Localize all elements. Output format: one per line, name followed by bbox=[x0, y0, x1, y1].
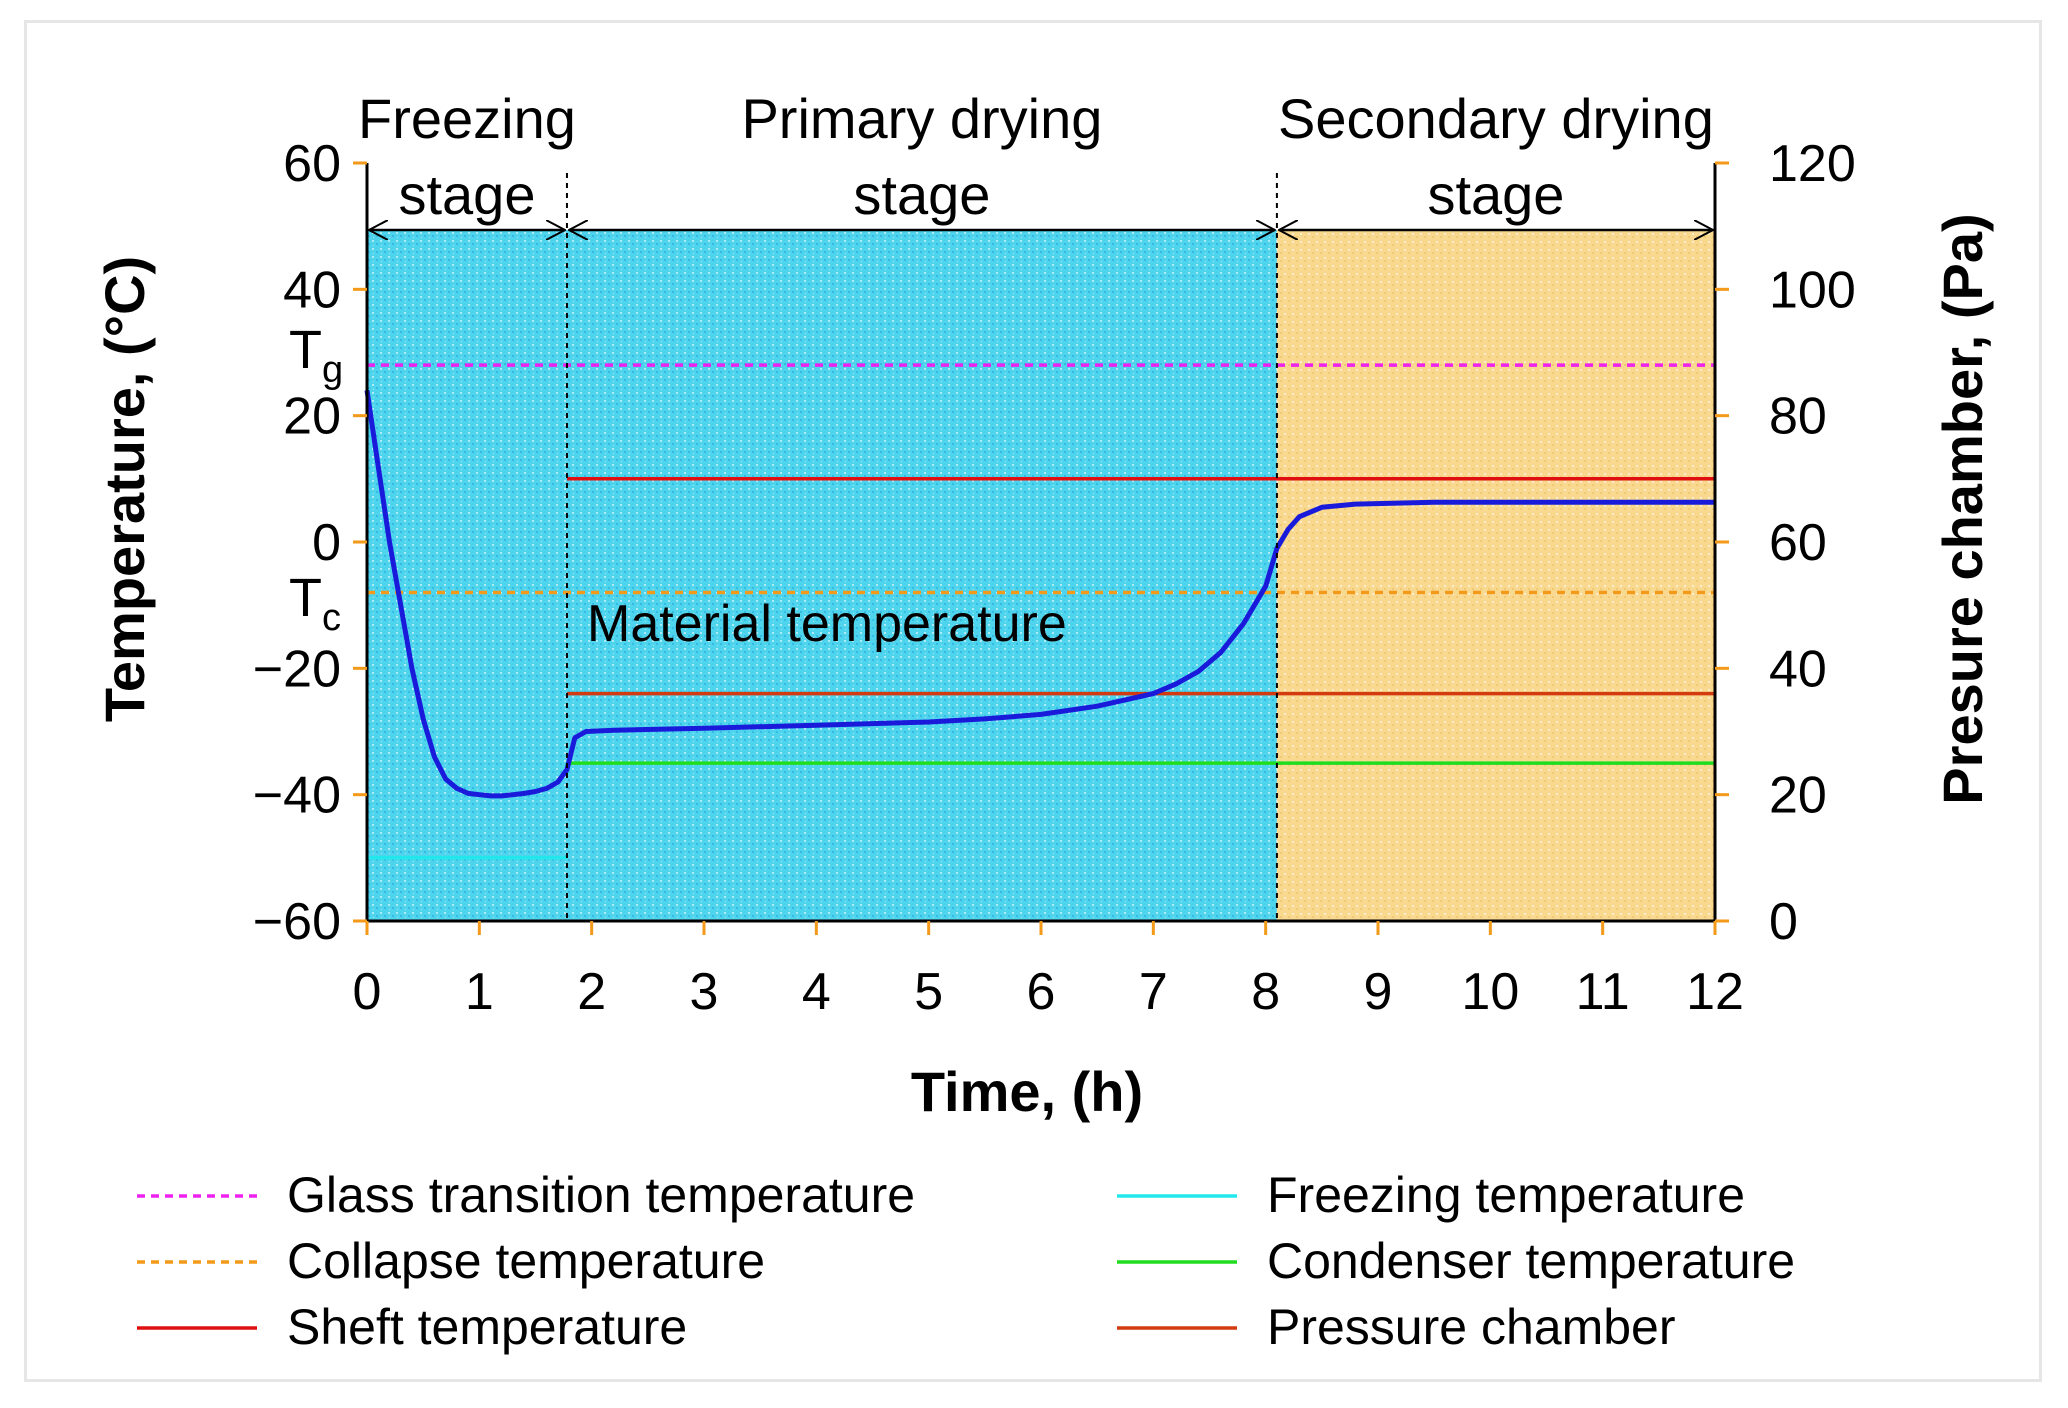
legend: Glass transition temperature Collapse tem… bbox=[137, 1167, 1795, 1355]
y-tick-label: 40 bbox=[283, 261, 341, 319]
material-temperature-label: Material temperature bbox=[587, 595, 1067, 653]
y2-tick-label: 60 bbox=[1769, 514, 1827, 572]
y2-tick-label: 120 bbox=[1769, 135, 1856, 193]
stage-label-3-line-1: Secondary drying bbox=[1278, 87, 1714, 150]
stage-label-1-line-1: Freezing bbox=[358, 87, 576, 150]
y2-tick-label: 80 bbox=[1769, 388, 1827, 446]
legend-label-condenser-temperature: Condenser temperature bbox=[1267, 1233, 1795, 1289]
y2-axis-title: Presure chamber, (Pa) bbox=[1931, 213, 1994, 804]
y-tick-label: 0 bbox=[312, 514, 341, 572]
y-axis-title: Temperature, (°C) bbox=[93, 256, 156, 722]
x-tick-label: 5 bbox=[914, 963, 943, 1021]
legend-label-pressure-chamber: Pressure chamber bbox=[1267, 1299, 1676, 1355]
stage-background-1 bbox=[367, 230, 567, 921]
x-tick-label: 2 bbox=[577, 963, 606, 1021]
stage-label-3: Secondary drying stage bbox=[1278, 87, 1714, 226]
x-tick-label: 11 bbox=[1576, 963, 1630, 1021]
stage-label-1: Freezing stage bbox=[358, 87, 576, 226]
x-axis-title: Time, (h) bbox=[911, 1060, 1143, 1123]
y2-tick-label: 0 bbox=[1769, 893, 1798, 951]
x-tick-label: 8 bbox=[1251, 963, 1280, 1021]
stage-label-2-line-2: stage bbox=[853, 163, 990, 226]
x-tick-label: 3 bbox=[690, 963, 719, 1021]
x-tick-label: 10 bbox=[1461, 963, 1519, 1021]
x-tick-label: 4 bbox=[802, 963, 831, 1021]
series-material-temperature bbox=[364, 390, 1715, 799]
stage-label-2-line-1: Primary drying bbox=[741, 87, 1102, 150]
figure-frame: Freezing stage Primary drying stage Secondar… bbox=[24, 20, 2042, 1382]
stage-backgrounds bbox=[367, 230, 1715, 921]
y-tick-label: 20 bbox=[283, 388, 341, 446]
y-tick-label: −60 bbox=[253, 893, 341, 951]
x-tick-label: 6 bbox=[1027, 963, 1056, 1021]
legend-label-freezing-temperature: Freezing temperature bbox=[1267, 1167, 1745, 1223]
tg-main: T bbox=[289, 320, 322, 380]
y2-tick-label: 40 bbox=[1769, 640, 1827, 698]
stage-background-3 bbox=[1276, 230, 1715, 921]
stage-label-2: Primary drying stage bbox=[741, 87, 1102, 226]
x-tick-label: 0 bbox=[353, 963, 382, 1021]
x-tick-label: 7 bbox=[1139, 963, 1168, 1021]
stage-background-2 bbox=[566, 230, 1277, 921]
y-tick-label: −40 bbox=[253, 767, 341, 825]
y2-tick-label: 20 bbox=[1769, 767, 1827, 825]
tg-label: Tg bbox=[289, 320, 343, 391]
legend-label-collapse-temperature: Collapse temperature bbox=[287, 1233, 765, 1289]
y-tick-label: 60 bbox=[283, 135, 341, 193]
tc-main: T bbox=[289, 568, 322, 628]
series-layer bbox=[364, 363, 1715, 860]
x-tick-label: 1 bbox=[465, 963, 494, 1021]
stage-label-1-line-2: stage bbox=[398, 163, 535, 226]
x-tick-label: 9 bbox=[1364, 963, 1393, 1021]
y2-tick-label: 100 bbox=[1769, 261, 1856, 319]
x-tick-label: 12 bbox=[1686, 963, 1744, 1021]
tc-label: Tc bbox=[289, 568, 341, 639]
legend-label-sheft-temperature: Sheft temperature bbox=[287, 1299, 687, 1355]
tg-sub: g bbox=[322, 349, 343, 391]
legend-label-glass-transition-temperature: Glass transition temperature bbox=[287, 1167, 915, 1223]
tc-sub: c bbox=[322, 597, 341, 639]
y-tick-label: −20 bbox=[253, 640, 341, 698]
stage-label-3-line-2: stage bbox=[1427, 163, 1564, 226]
